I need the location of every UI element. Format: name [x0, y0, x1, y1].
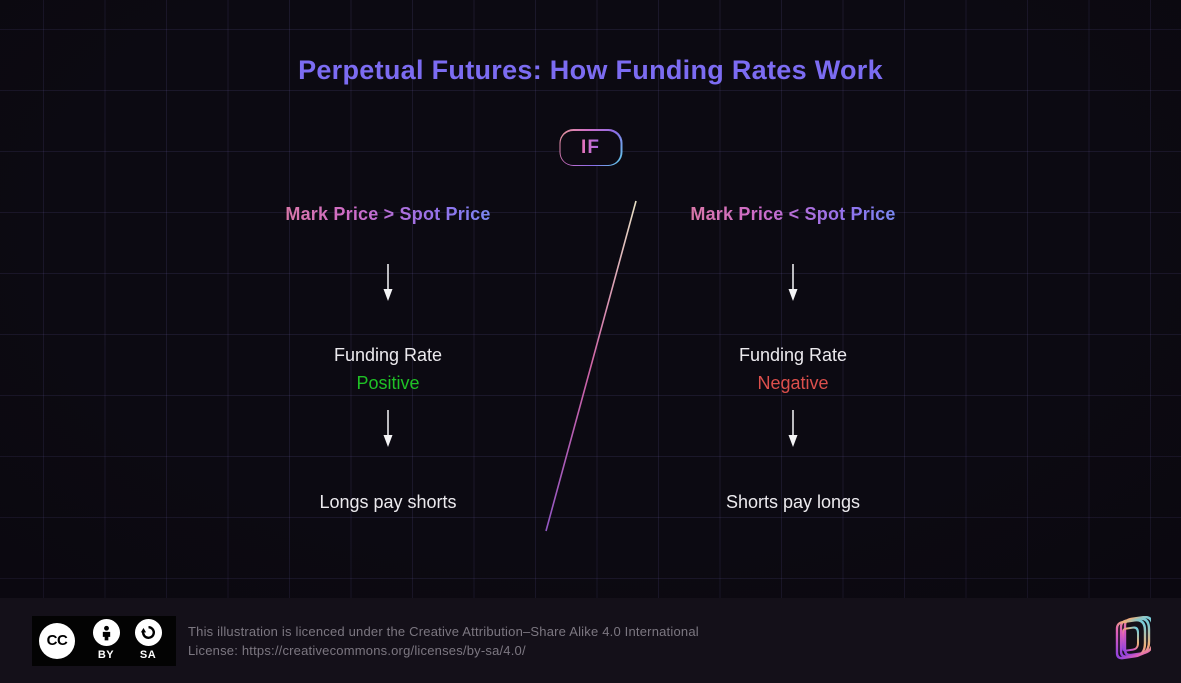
branch-right: Mark Price < Spot Price Funding Rate Neg…	[638, 0, 948, 598]
footer: CC BY SA	[0, 598, 1181, 683]
left-funding-rate-value: Positive	[356, 373, 420, 393]
left-condition-heading: Mark Price > Spot Price	[233, 204, 543, 225]
left-outcome-text: Longs pay shorts	[319, 492, 457, 512]
attribution-badge: BY	[85, 618, 127, 661]
sa-label: SA	[139, 648, 157, 661]
right-funding-rate-block: Funding Rate Negative	[638, 341, 948, 397]
branch-left: Mark Price > Spot Price Funding Rate Pos…	[233, 0, 543, 598]
share-alike-arrow-icon	[134, 618, 162, 646]
left-funding-rate-label: Funding Rate	[333, 345, 443, 365]
by-label: BY	[97, 648, 115, 661]
right-outcome-text: Shorts pay longs	[725, 492, 861, 512]
page-title: Perpetual Futures: How Funding Rates Wor…	[298, 55, 883, 85]
left-funding-rate-block: Funding Rate Positive	[233, 341, 543, 397]
right-funding-rate-value: Negative	[757, 373, 829, 393]
down-arrow-icon	[638, 410, 948, 453]
grid-background: Perpetual Futures: How Funding Rates Wor…	[0, 0, 1181, 598]
cc-license-icon: CC	[39, 622, 75, 659]
cc-license-badge: CC BY SA	[32, 615, 176, 666]
if-condition-box-inner: IF	[560, 130, 621, 165]
share-alike-badge: SA	[127, 618, 169, 661]
license-text: This illustration is licenced under the …	[188, 622, 699, 660]
down-arrow-icon	[638, 264, 948, 307]
license-line-1: This illustration is licenced under the …	[188, 623, 699, 639]
if-label: IF	[581, 136, 600, 158]
down-arrow-icon	[233, 264, 543, 307]
license-line-2: License: https://creativecommons.org/lic…	[188, 642, 526, 658]
brand-logo-icon	[1107, 615, 1151, 666]
diagonal-divider-line	[545, 200, 637, 532]
if-condition-box: IF	[559, 129, 622, 166]
right-funding-rate-label: Funding Rate	[738, 345, 848, 365]
right-condition-heading: Mark Price < Spot Price	[638, 204, 948, 225]
down-arrow-icon	[233, 410, 543, 453]
attribution-person-icon	[92, 618, 120, 646]
